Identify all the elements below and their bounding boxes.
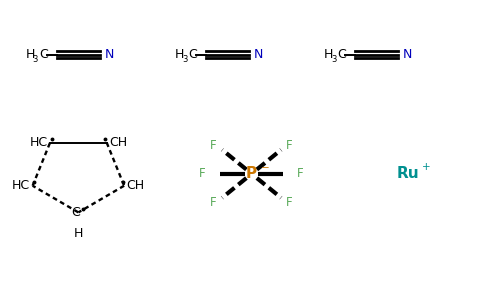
Text: C: C — [39, 48, 48, 62]
Text: F: F — [286, 139, 293, 152]
Text: Ru: Ru — [397, 166, 419, 181]
Text: C: C — [188, 48, 197, 62]
Text: F: F — [199, 167, 206, 180]
Text: HC: HC — [12, 179, 30, 192]
Text: 3: 3 — [331, 55, 336, 64]
Text: H: H — [175, 48, 184, 62]
Text: C: C — [337, 48, 346, 62]
Text: 3: 3 — [32, 55, 38, 64]
Text: F: F — [297, 167, 304, 180]
Text: CH: CH — [109, 136, 127, 149]
Text: H: H — [324, 48, 333, 62]
Text: +: + — [422, 162, 430, 172]
Text: H: H — [74, 227, 83, 240]
Text: N: N — [105, 48, 114, 62]
Text: −: − — [261, 163, 270, 173]
Text: CH: CH — [126, 179, 145, 192]
Text: HC: HC — [30, 136, 48, 149]
Text: H: H — [26, 48, 35, 62]
Text: N: N — [403, 48, 412, 62]
Text: F: F — [286, 196, 293, 208]
Text: P: P — [246, 166, 257, 181]
Text: F: F — [211, 196, 217, 208]
Text: F: F — [211, 139, 217, 152]
Text: 3: 3 — [182, 55, 187, 64]
Text: C: C — [72, 206, 80, 219]
Text: N: N — [254, 48, 263, 62]
